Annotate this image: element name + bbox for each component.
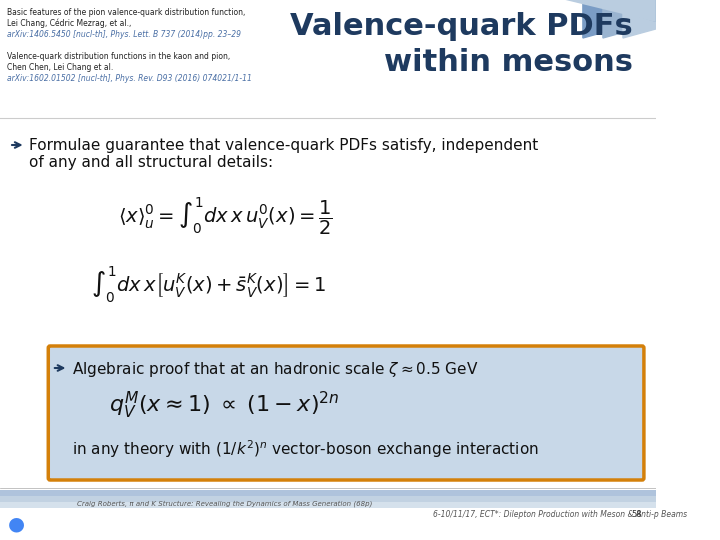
Polygon shape: [566, 0, 656, 22]
Bar: [0, 490, 656, 496]
Bar: [0, 502, 656, 508]
Text: Craig Roberts, π and K Structure: Revealing the Dynamics of Mass Generation (68p: Craig Roberts, π and K Structure: Reveal…: [78, 500, 373, 507]
Text: Chen Chen, Lei Chang et al.: Chen Chen, Lei Chang et al.: [7, 63, 114, 72]
Text: Algebraic proof that at an hadronic scale $\zeta \approx 0.5$ GeV: Algebraic proof that at an hadronic scal…: [72, 360, 478, 379]
Text: $\int_0^1 dx\, x\left[u_V^K(x) + \bar{s}_V^K(x)\right] = 1$: $\int_0^1 dx\, x\left[u_V^K(x) + \bar{s}…: [91, 265, 326, 305]
FancyBboxPatch shape: [48, 346, 644, 480]
Text: $\langle x \rangle_u^0 = \int_0^1 dx\, x\, u_V^0(x) = \dfrac{1}{2}$: $\langle x \rangle_u^0 = \int_0^1 dx\, x…: [118, 195, 333, 237]
Bar: [0, 496, 656, 502]
Polygon shape: [606, 0, 656, 22]
Text: Formulae guarantee that valence-quark PDFs satisfy, independent
of any and all s: Formulae guarantee that valence-quark PD…: [29, 138, 539, 171]
Polygon shape: [623, 0, 696, 38]
Text: Valence-quark distribution functions in the kaon and pion,: Valence-quark distribution functions in …: [7, 52, 230, 61]
Text: 58: 58: [631, 510, 642, 519]
Polygon shape: [585, 0, 656, 22]
Text: 6-10/11/17, ECT*: Dilepton Production with Meson & Anti-p Beams: 6-10/11/17, ECT*: Dilepton Production wi…: [433, 510, 687, 519]
Text: arXiv:1602.01502 [nucl-th], Phys. Rev. D93 (2016) 074021/1-11: arXiv:1602.01502 [nucl-th], Phys. Rev. D…: [7, 74, 252, 83]
Text: Lei Chang, Cédric Mezrag, et al.,: Lei Chang, Cédric Mezrag, et al.,: [7, 19, 132, 29]
Text: ●: ●: [8, 515, 25, 534]
Text: $q_V^M(x \approx 1)\; \propto\; (1-x)^{2n}$: $q_V^M(x \approx 1)\; \propto\; (1-x)^{2…: [109, 390, 340, 421]
Text: in any theory with $(1/k^2)^n$ vector-boson exchange interaction: in any theory with $(1/k^2)^n$ vector-bo…: [72, 438, 539, 460]
Polygon shape: [603, 0, 676, 38]
Text: arXiv:1406.5450 [nucl-th], Phys. Lett. B 737 (2014)pp. 23–29: arXiv:1406.5450 [nucl-th], Phys. Lett. B…: [7, 30, 241, 39]
Text: Valence-quark PDFs
within mesons: Valence-quark PDFs within mesons: [290, 12, 633, 77]
Text: Basic features of the pion valence-quark distribution function,: Basic features of the pion valence-quark…: [7, 8, 246, 17]
Polygon shape: [583, 0, 656, 38]
